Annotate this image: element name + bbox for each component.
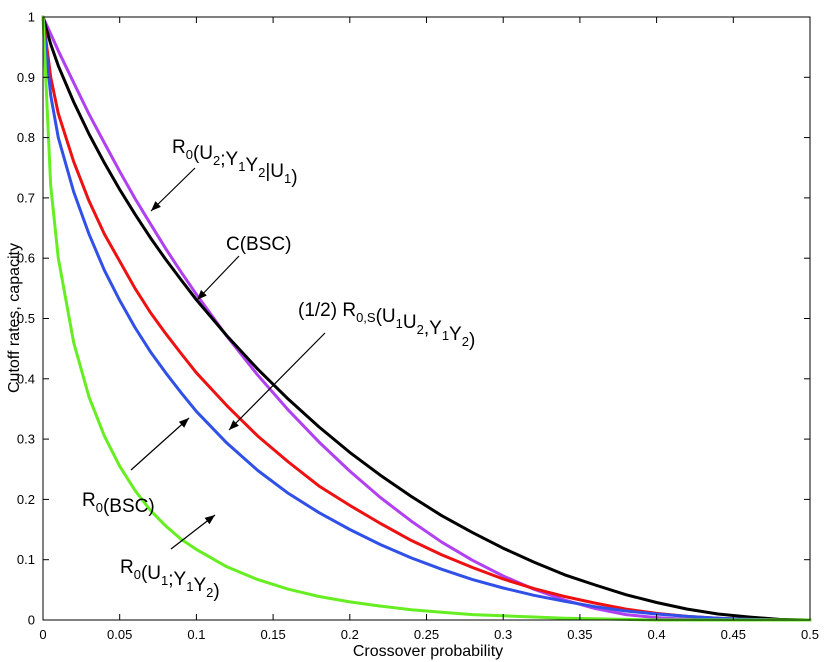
y-tick-label: 0.3 <box>17 432 35 447</box>
series-label-r0-bsc: R0(BSC) <box>82 490 155 517</box>
y-tick-label: 0.2 <box>17 492 35 507</box>
x-axis-title: Crossover probability <box>353 643 503 660</box>
tick-labels: 0 0.05 0.1 0.15 0.2 0.25 0.3 0.35 0.4 0.45 0.5 0 0.1… <box>17 10 819 643</box>
x-tick-label: 0.3 <box>494 627 512 642</box>
x-tick-label: 0 <box>39 627 46 642</box>
x-tick-label: 0.35 <box>567 627 592 642</box>
arrow-capacity <box>196 255 240 301</box>
y-tick-label: 1 <box>28 10 35 25</box>
series-line-capacity <box>41 15 812 622</box>
arrowhead-r0-u2 <box>151 201 161 211</box>
series-label-r0-u2: R0(U2;Y1Y2|U1) <box>172 137 298 188</box>
arrowhead-r0-bsc <box>178 418 189 428</box>
y-tick-label: 0.4 <box>17 371 35 386</box>
series-line-r0-u2 <box>41 15 812 622</box>
x-tick-label: 0.45 <box>721 627 746 642</box>
series-line-r0-bsc <box>41 15 812 622</box>
x-tick-label: 0.5 <box>801 627 819 642</box>
annotations: R0(U2;Y1Y2|U1) C(BSC) (1/2) R0,S(U1U2,Y1Y2… <box>82 137 475 602</box>
y-tick-label: 0.9 <box>17 70 35 85</box>
x-tick-label: 0.2 <box>341 627 359 642</box>
series-label-r0s-half: (1/2) R0,S(U1U2,Y1Y2) <box>298 300 475 351</box>
y-tick-label: 0.5 <box>17 311 35 326</box>
series-label-capacity: C(BSC) <box>226 234 291 255</box>
arrowhead-capacity <box>197 290 207 300</box>
x-tick-label: 0.4 <box>648 627 666 642</box>
axis-ticks <box>42 16 811 621</box>
plot-lines <box>41 15 812 622</box>
arrow-r0-bsc <box>130 417 190 471</box>
y-tick-label: 0.6 <box>17 251 35 266</box>
y-tick-label: 0.1 <box>17 552 35 567</box>
y-axis-title: Cutoff rates, capacity <box>6 243 23 393</box>
arrowhead-r0-u1 <box>204 515 215 525</box>
series-label-r0-u1: R0(U1;Y1Y2) <box>120 557 220 602</box>
y-tick-label: 0.7 <box>17 190 35 205</box>
annotation-arrows <box>130 167 326 550</box>
arrow-r0-u2 <box>150 167 196 212</box>
y-tick-label: 0 <box>28 613 35 628</box>
y-tick-label: 0.8 <box>17 130 35 145</box>
arrow-r0s-half <box>228 332 326 431</box>
x-tick-label: 0.1 <box>187 627 205 642</box>
x-tick-label: 0.25 <box>414 627 439 642</box>
arrowhead-r0s-half <box>229 420 239 430</box>
x-tick-label: 0.05 <box>107 627 132 642</box>
x-tick-label: 0.15 <box>260 627 285 642</box>
